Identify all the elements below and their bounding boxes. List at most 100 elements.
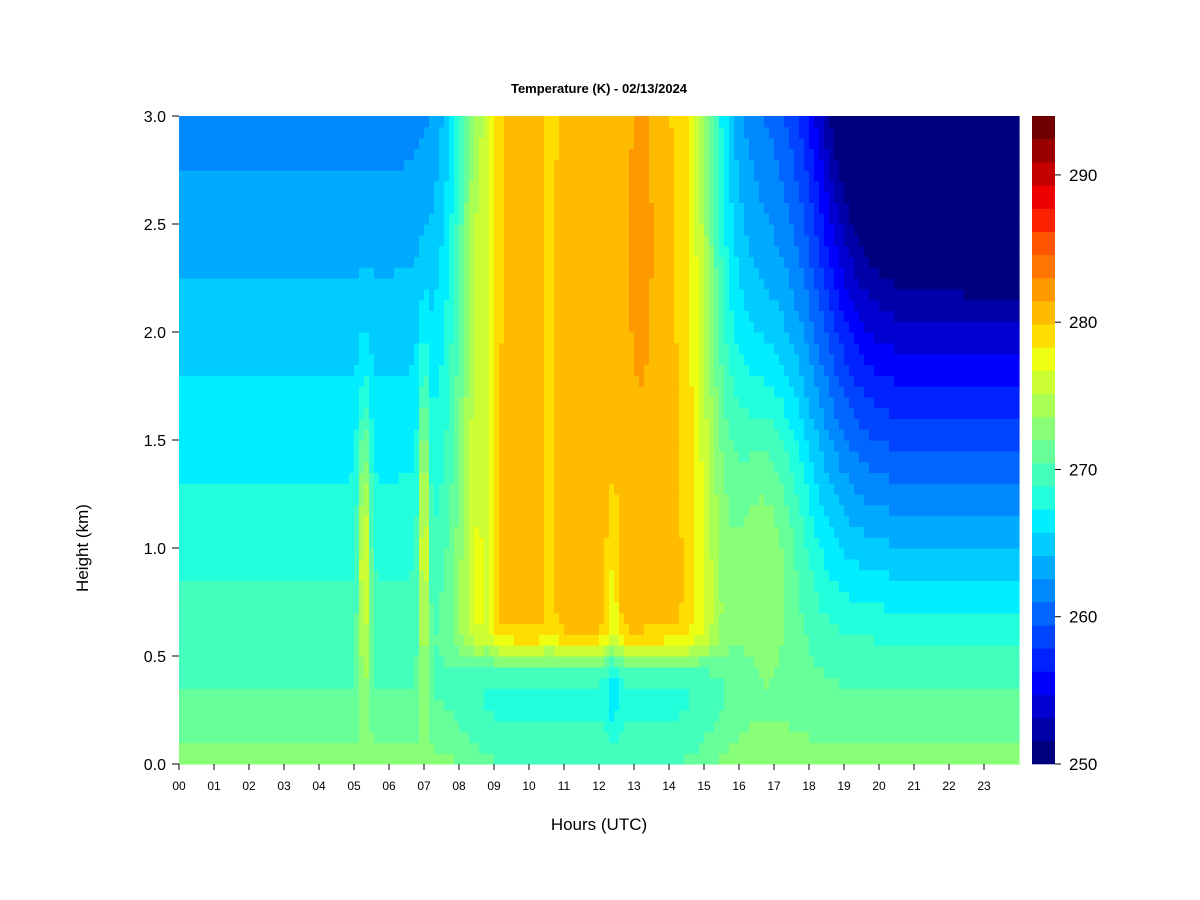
heatmap-cell <box>204 310 210 322</box>
heatmap-cell <box>419 677 425 689</box>
heatmap-cell <box>294 170 300 182</box>
heatmap-cell <box>419 267 425 279</box>
heatmap-cell <box>464 310 470 322</box>
heatmap-cell <box>329 245 335 257</box>
heatmap-cell <box>564 612 570 625</box>
heatmap-cell <box>239 591 245 603</box>
heatmap-cell <box>374 234 380 247</box>
heatmap-cell <box>314 310 320 322</box>
heatmap-cell <box>309 310 315 322</box>
heatmap-cell <box>439 494 445 506</box>
heatmap-cell <box>479 742 485 754</box>
heatmap-cell <box>529 710 535 722</box>
heatmap-cell <box>444 710 450 722</box>
heatmap-cell <box>559 278 565 290</box>
heatmap-cell <box>399 256 405 268</box>
heatmap-cell <box>349 612 355 625</box>
heatmap-cell <box>434 483 440 495</box>
heatmap-cell <box>474 364 480 376</box>
heatmap-cell <box>284 710 290 722</box>
heatmap-cell <box>324 245 330 257</box>
heatmap-cell <box>359 526 365 538</box>
heatmap-cell <box>544 494 550 506</box>
heatmap-cell <box>549 677 555 689</box>
heatmap-cell <box>199 440 205 452</box>
heatmap-cell <box>459 116 465 128</box>
heatmap-cell <box>334 191 340 203</box>
heatmap-cell <box>304 504 310 517</box>
heatmap-cell <box>399 666 405 679</box>
heatmap-cell <box>279 353 285 365</box>
heatmap-cell <box>229 569 235 581</box>
heatmap-cell <box>294 148 300 160</box>
heatmap-cell <box>409 483 415 495</box>
heatmap-cell <box>259 494 265 506</box>
heatmap-cell <box>484 483 490 495</box>
heatmap-cell <box>444 213 450 225</box>
heatmap-cell <box>404 677 410 689</box>
heatmap-cell <box>574 332 580 344</box>
heatmap-cell <box>194 656 200 668</box>
heatmap-cell <box>369 623 375 635</box>
heatmap-cell <box>204 699 210 711</box>
heatmap-cell <box>344 278 350 290</box>
heatmap-cell <box>464 396 470 409</box>
heatmap-cell <box>459 623 465 635</box>
heatmap-cell <box>364 558 370 571</box>
heatmap-cell <box>379 148 385 160</box>
heatmap-cell <box>464 170 470 182</box>
heatmap-cell <box>454 332 460 344</box>
heatmap-cell <box>209 126 215 139</box>
heatmap-cell <box>424 396 430 409</box>
heatmap-cell <box>449 753 455 765</box>
heatmap-cell <box>389 612 395 625</box>
heatmap-cell <box>554 591 560 603</box>
heatmap-cell <box>394 602 400 614</box>
heatmap-cell <box>354 386 360 398</box>
heatmap-cell <box>414 224 420 236</box>
heatmap-cell <box>274 137 280 149</box>
heatmap-cell <box>539 558 545 571</box>
heatmap-cell <box>189 731 195 743</box>
heatmap-cell <box>504 688 510 700</box>
heatmap-cell <box>359 666 365 679</box>
heatmap-cell <box>189 645 195 657</box>
heatmap-cell <box>529 569 535 581</box>
heatmap-cell <box>309 537 315 549</box>
heatmap-cell <box>179 234 185 247</box>
heatmap-cell <box>309 656 315 668</box>
heatmap-cell <box>539 396 545 409</box>
heatmap-cell <box>199 742 205 754</box>
heatmap-cell <box>184 170 190 182</box>
heatmap-cell <box>299 461 305 473</box>
heatmap-cell <box>294 126 300 139</box>
heatmap-cell <box>554 558 560 571</box>
heatmap-cell <box>549 612 555 625</box>
heatmap-cell <box>514 548 520 560</box>
heatmap-cell <box>589 742 595 754</box>
heatmap-cell <box>544 288 550 301</box>
heatmap-cell <box>224 364 230 376</box>
heatmap-cell <box>249 494 255 506</box>
heatmap-cell <box>434 472 440 484</box>
heatmap-cell <box>494 407 500 419</box>
heatmap-cell <box>194 310 200 322</box>
heatmap-cell <box>444 234 450 247</box>
heatmap-cell <box>314 634 320 646</box>
heatmap-cell <box>324 342 330 355</box>
heatmap-cell <box>334 278 340 290</box>
heatmap-cell <box>369 483 375 495</box>
heatmap-cell <box>409 450 415 463</box>
heatmap-cell <box>384 353 390 365</box>
heatmap-cell <box>419 515 425 527</box>
heatmap-cell <box>394 116 400 128</box>
heatmap-cell <box>189 526 195 538</box>
heatmap-cell <box>329 342 335 355</box>
heatmap-cell <box>394 591 400 603</box>
heatmap-cell <box>349 159 355 171</box>
heatmap-cell <box>349 623 355 635</box>
heatmap-cell <box>559 180 565 193</box>
heatmap-cell <box>469 180 475 193</box>
heatmap-cell <box>539 321 545 333</box>
heatmap-cell <box>419 623 425 635</box>
